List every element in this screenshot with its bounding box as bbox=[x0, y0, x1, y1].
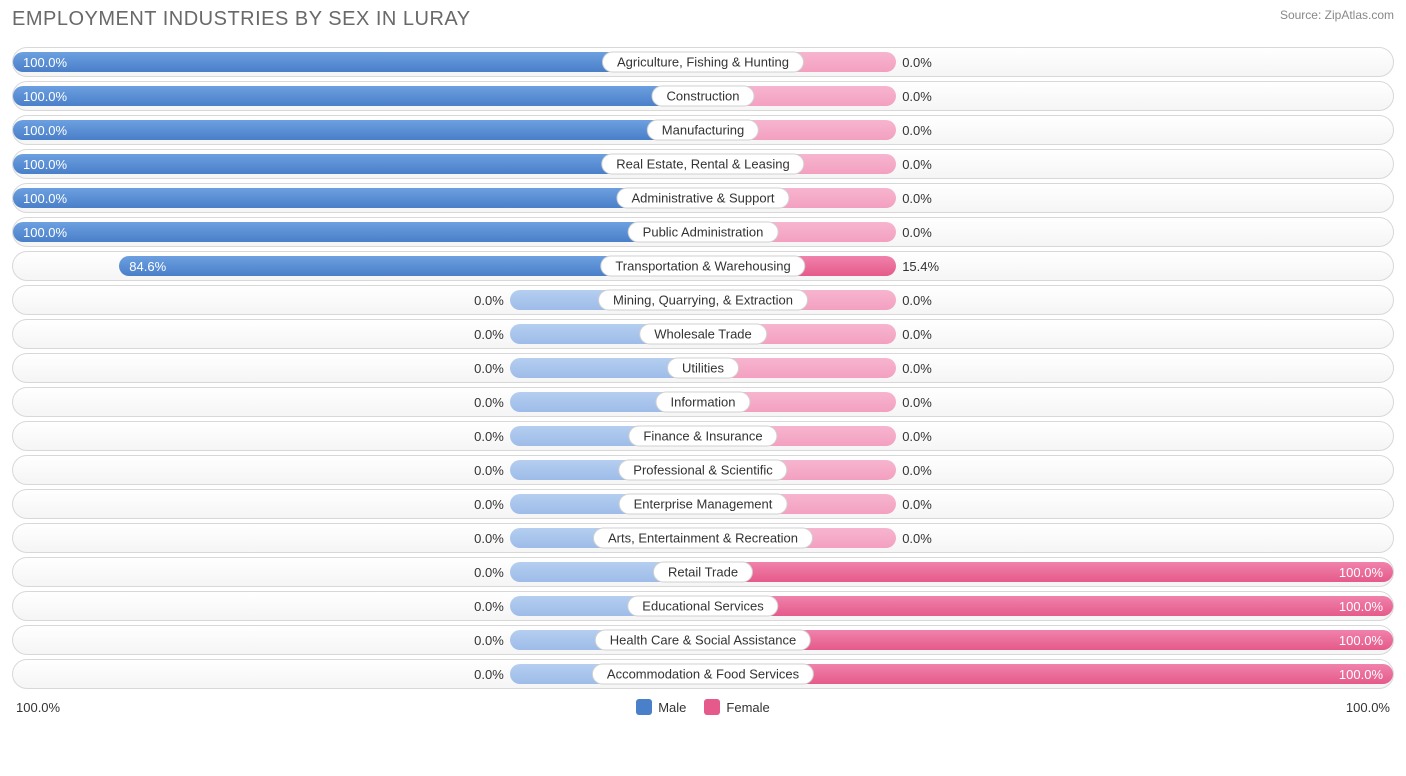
female-value: 0.0% bbox=[902, 463, 932, 478]
female-value: 15.4% bbox=[902, 259, 939, 274]
row-label: Educational Services bbox=[627, 596, 778, 617]
male-value: 0.0% bbox=[474, 633, 504, 648]
chart-row: 0.0% 0.0% Information bbox=[12, 387, 1394, 417]
male-bar: 100.0% bbox=[13, 52, 703, 72]
row-label: Public Administration bbox=[628, 222, 779, 243]
row-label: Agriculture, Fishing & Hunting bbox=[602, 52, 804, 73]
female-value: 0.0% bbox=[902, 89, 932, 104]
male-value: 0.0% bbox=[474, 395, 504, 410]
chart-row: 84.6% 15.4% Transportation & Warehousing bbox=[12, 251, 1394, 281]
row-label: Retail Trade bbox=[653, 562, 753, 583]
female-value: 0.0% bbox=[902, 361, 932, 376]
male-value: 0.0% bbox=[474, 463, 504, 478]
chart-row: 0.0% 100.0% Retail Trade bbox=[12, 557, 1394, 587]
row-label: Health Care & Social Assistance bbox=[595, 630, 811, 651]
female-value: 0.0% bbox=[902, 395, 932, 410]
female-value: 100.0% bbox=[1339, 633, 1383, 648]
chart-header: EMPLOYMENT INDUSTRIES BY SEX IN LURAY So… bbox=[12, 8, 1394, 31]
chart-row: 100.0% 0.0% Agriculture, Fishing & Hunting bbox=[12, 47, 1394, 77]
male-value: 84.6% bbox=[129, 259, 166, 274]
chart-row: 0.0% 0.0% Wholesale Trade bbox=[12, 319, 1394, 349]
row-label: Accommodation & Food Services bbox=[592, 664, 814, 685]
legend-male-label: Male bbox=[658, 700, 686, 715]
female-value: 0.0% bbox=[902, 293, 932, 308]
male-value: 100.0% bbox=[23, 191, 67, 206]
female-value: 0.0% bbox=[902, 191, 932, 206]
legend-item-male: Male bbox=[636, 699, 686, 715]
chart-area: 100.0% 0.0% Agriculture, Fishing & Hunting… bbox=[12, 47, 1394, 689]
female-bar: 100.0% bbox=[703, 596, 1393, 616]
row-label: Construction bbox=[652, 86, 755, 107]
male-value: 100.0% bbox=[23, 123, 67, 138]
female-value: 0.0% bbox=[902, 327, 932, 342]
male-value: 0.0% bbox=[474, 599, 504, 614]
male-value: 0.0% bbox=[474, 429, 504, 444]
row-label: Manufacturing bbox=[647, 120, 759, 141]
row-label: Real Estate, Rental & Leasing bbox=[601, 154, 804, 175]
chart-row: 0.0% 100.0% Accommodation & Food Services bbox=[12, 659, 1394, 689]
row-label: Arts, Entertainment & Recreation bbox=[593, 528, 813, 549]
row-label: Mining, Quarrying, & Extraction bbox=[598, 290, 808, 311]
row-label: Wholesale Trade bbox=[639, 324, 767, 345]
legend-item-female: Female bbox=[704, 699, 769, 715]
axis-left-label: 100.0% bbox=[16, 700, 60, 715]
row-label: Administrative & Support bbox=[616, 188, 789, 209]
male-value: 100.0% bbox=[23, 225, 67, 240]
chart-row: 0.0% 0.0% Professional & Scientific bbox=[12, 455, 1394, 485]
female-swatch-icon bbox=[704, 699, 720, 715]
chart-row: 100.0% 0.0% Construction bbox=[12, 81, 1394, 111]
male-value: 0.0% bbox=[474, 327, 504, 342]
chart-row: 0.0% 0.0% Mining, Quarrying, & Extraction bbox=[12, 285, 1394, 315]
female-value: 0.0% bbox=[902, 225, 932, 240]
male-bar: 100.0% bbox=[13, 86, 703, 106]
axis-right-label: 100.0% bbox=[1346, 700, 1390, 715]
female-value: 100.0% bbox=[1339, 599, 1383, 614]
row-label: Transportation & Warehousing bbox=[600, 256, 805, 277]
chart-row: 0.0% 100.0% Health Care & Social Assistanc… bbox=[12, 625, 1394, 655]
male-bar: 100.0% bbox=[13, 154, 703, 174]
female-value: 0.0% bbox=[902, 55, 932, 70]
row-label: Utilities bbox=[667, 358, 739, 379]
male-bar: 100.0% bbox=[13, 222, 703, 242]
male-value: 0.0% bbox=[474, 667, 504, 682]
row-label: Information bbox=[655, 392, 750, 413]
chart-title: EMPLOYMENT INDUSTRIES BY SEX IN LURAY bbox=[12, 8, 471, 31]
chart-row: 0.0% 0.0% Arts, Entertainment & Recreation bbox=[12, 523, 1394, 553]
female-value: 0.0% bbox=[902, 157, 932, 172]
chart-source: Source: ZipAtlas.com bbox=[1280, 8, 1394, 22]
chart-footer: 100.0% Male Female 100.0% bbox=[12, 699, 1394, 715]
chart-row: 0.0% 0.0% Finance & Insurance bbox=[12, 421, 1394, 451]
male-value: 0.0% bbox=[474, 531, 504, 546]
female-value: 0.0% bbox=[902, 429, 932, 444]
male-value: 0.0% bbox=[474, 293, 504, 308]
female-value: 100.0% bbox=[1339, 667, 1383, 682]
male-value: 0.0% bbox=[474, 565, 504, 580]
row-label: Enterprise Management bbox=[619, 494, 788, 515]
male-value: 0.0% bbox=[474, 361, 504, 376]
male-value: 100.0% bbox=[23, 55, 67, 70]
chart-row: 100.0% 0.0% Administrative & Support bbox=[12, 183, 1394, 213]
male-swatch-icon bbox=[636, 699, 652, 715]
row-label: Finance & Insurance bbox=[628, 426, 777, 447]
chart-row: 100.0% 0.0% Manufacturing bbox=[12, 115, 1394, 145]
chart-row: 0.0% 100.0% Educational Services bbox=[12, 591, 1394, 621]
male-value: 100.0% bbox=[23, 89, 67, 104]
chart-row: 100.0% 0.0% Public Administration bbox=[12, 217, 1394, 247]
female-value: 0.0% bbox=[902, 531, 932, 546]
male-bar: 100.0% bbox=[13, 188, 703, 208]
legend: Male Female bbox=[636, 699, 770, 715]
chart-row: 0.0% 0.0% Utilities bbox=[12, 353, 1394, 383]
male-value: 100.0% bbox=[23, 157, 67, 172]
legend-female-label: Female bbox=[726, 700, 769, 715]
female-value: 0.0% bbox=[902, 123, 932, 138]
female-value: 100.0% bbox=[1339, 565, 1383, 580]
chart-row: 100.0% 0.0% Real Estate, Rental & Leasing bbox=[12, 149, 1394, 179]
male-value: 0.0% bbox=[474, 497, 504, 512]
male-bar: 100.0% bbox=[13, 120, 703, 140]
chart-row: 0.0% 0.0% Enterprise Management bbox=[12, 489, 1394, 519]
row-label: Professional & Scientific bbox=[618, 460, 787, 481]
female-bar: 100.0% bbox=[703, 562, 1393, 582]
female-value: 0.0% bbox=[902, 497, 932, 512]
